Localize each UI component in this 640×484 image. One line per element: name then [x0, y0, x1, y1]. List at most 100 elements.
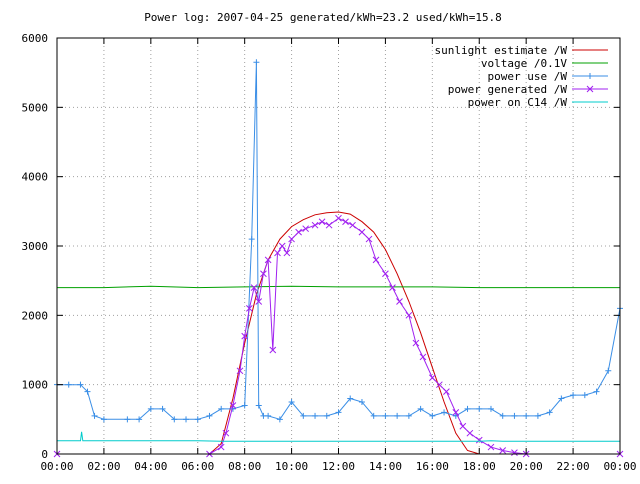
- data-point: [558, 395, 565, 402]
- data-point: [255, 298, 263, 305]
- data-point: [389, 284, 396, 291]
- legend-label: voltage /0.1V: [481, 57, 567, 70]
- data-point: [264, 256, 272, 264]
- data-point: [546, 409, 553, 416]
- x-tick-label: 04:00: [134, 460, 167, 473]
- legend-marker: [586, 85, 594, 93]
- data-point: [466, 429, 474, 437]
- legend-label: power generated /W: [448, 83, 568, 96]
- y-tick-label: 3000: [22, 240, 49, 253]
- data-point: [253, 59, 260, 66]
- data-point: [335, 409, 342, 416]
- series-4: [57, 431, 620, 442]
- data-point: [443, 388, 450, 395]
- x-tick-label: 12:00: [322, 460, 355, 473]
- data-point: [335, 214, 342, 222]
- data-point: [246, 305, 253, 312]
- data-point: [91, 412, 98, 419]
- data-point: [476, 405, 483, 412]
- data-point: [370, 412, 377, 419]
- data-point: [311, 221, 319, 229]
- y-tick-label: 1000: [22, 379, 49, 392]
- data-point: [147, 405, 154, 412]
- data-point: [274, 249, 281, 257]
- series-layer: [53, 59, 624, 458]
- x-tick-label: 08:00: [228, 460, 261, 473]
- data-point: [255, 402, 262, 409]
- data-point: [217, 443, 225, 451]
- series-line: [57, 217, 620, 455]
- series-1: [57, 285, 620, 289]
- x-tick-label: 00:00: [40, 460, 73, 473]
- data-point: [511, 449, 518, 456]
- y-tick-label: 6000: [22, 32, 49, 45]
- data-point: [236, 367, 244, 375]
- legend-label: sunlight estimate /W: [435, 44, 568, 57]
- x-tick-label: 10:00: [275, 460, 308, 473]
- data-point: [276, 416, 283, 423]
- x-tick-label: 22:00: [557, 460, 590, 473]
- data-point: [417, 405, 424, 412]
- data-point: [419, 353, 427, 361]
- data-point: [405, 412, 412, 419]
- data-point: [382, 270, 389, 278]
- data-point: [464, 405, 471, 412]
- data-point: [136, 416, 143, 423]
- data-point: [323, 412, 330, 419]
- data-point: [372, 256, 380, 264]
- grid: [57, 38, 620, 454]
- series-line: [57, 431, 620, 442]
- y-tick-label: 2000: [22, 309, 49, 322]
- data-point: [436, 381, 443, 389]
- data-point: [347, 395, 354, 402]
- data-point: [241, 402, 248, 409]
- data-point: [358, 399, 365, 405]
- data-point: [288, 399, 295, 405]
- data-point: [183, 416, 190, 423]
- data-point: [269, 346, 277, 354]
- y-tick-label: 4000: [22, 171, 49, 184]
- series-line: [57, 285, 620, 289]
- series-2: [54, 59, 623, 423]
- series-0: [57, 211, 620, 455]
- data-point: [534, 412, 541, 419]
- data-point: [499, 447, 507, 454]
- data-point: [325, 221, 333, 229]
- series-3: [53, 214, 624, 458]
- data-point: [278, 242, 286, 250]
- x-tick-label: 00:00: [603, 460, 636, 473]
- data-point: [396, 298, 403, 305]
- data-point: [570, 392, 577, 399]
- data-point: [581, 392, 588, 399]
- x-tick-label: 16:00: [416, 460, 449, 473]
- data-point: [84, 388, 91, 395]
- data-point: [394, 412, 401, 419]
- data-point: [229, 402, 237, 409]
- y-tick-label: 5000: [22, 101, 49, 114]
- series-line: [57, 62, 621, 420]
- legend-marker: [587, 73, 593, 79]
- legend-label: power on C14 /W: [468, 96, 568, 109]
- data-point: [382, 412, 389, 419]
- data-point: [100, 416, 107, 423]
- data-point: [159, 405, 166, 412]
- data-point: [365, 235, 373, 243]
- data-point: [475, 436, 483, 444]
- data-point: [241, 332, 249, 340]
- data-point: [265, 412, 272, 419]
- data-point: [312, 412, 319, 419]
- chart-title: Power log: 2007-04-25 generated/kWh=23.2…: [144, 11, 502, 24]
- data-point: [206, 412, 213, 419]
- data-point: [349, 221, 356, 229]
- data-point: [295, 228, 302, 236]
- data-point: [523, 412, 530, 419]
- data-point: [412, 339, 420, 347]
- series-line: [57, 211, 620, 455]
- x-tick-label: 20:00: [510, 460, 543, 473]
- data-point: [260, 270, 267, 278]
- legend-label: power use /W: [488, 70, 568, 83]
- data-point: [318, 218, 326, 226]
- x-tick-label: 06:00: [181, 460, 214, 473]
